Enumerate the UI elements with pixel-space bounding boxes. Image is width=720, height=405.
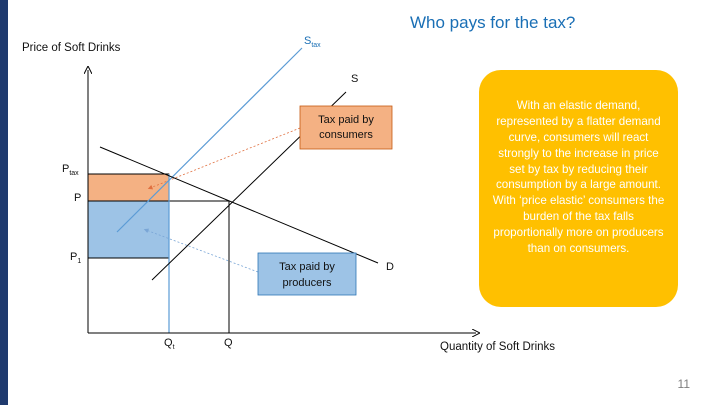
left-accent-bar (0, 0, 8, 405)
d-label: D (386, 261, 394, 273)
qt-label: Qt (164, 337, 175, 351)
consumers-tax-box-line1: Tax paid by (318, 114, 374, 126)
p-tax-label: Ptax (62, 163, 79, 177)
producers-tax-box-line2: producers (283, 277, 332, 289)
elastic-demand-callout: With an elastic demand, represented by a… (479, 70, 678, 307)
consumer-pointer-line (147, 127, 301, 190)
consumers-tax-box-line2: consumers (319, 129, 373, 141)
p1-label: P1 (70, 251, 81, 265)
page-number: 11 (677, 377, 690, 391)
producer-tax-area (87, 200, 170, 259)
supply-with-tax-curve (116, 47, 303, 233)
producers-tax-box (257, 252, 357, 296)
p-label: P (74, 192, 81, 204)
slide-title: Who pays for the tax? (410, 13, 576, 32)
s-tax-label: Stax (304, 35, 321, 49)
x-axis-label: Quantity of Soft Drinks (440, 341, 555, 353)
q-label: Q (224, 337, 233, 349)
consumers-tax-box (299, 105, 393, 150)
consumer-tax-area (87, 173, 170, 202)
demand-curve (99, 146, 379, 264)
y-axis-label: Price of Soft Drinks (22, 42, 121, 54)
producers-tax-box-line1: Tax paid by (279, 261, 335, 273)
s-label: S (351, 73, 358, 85)
